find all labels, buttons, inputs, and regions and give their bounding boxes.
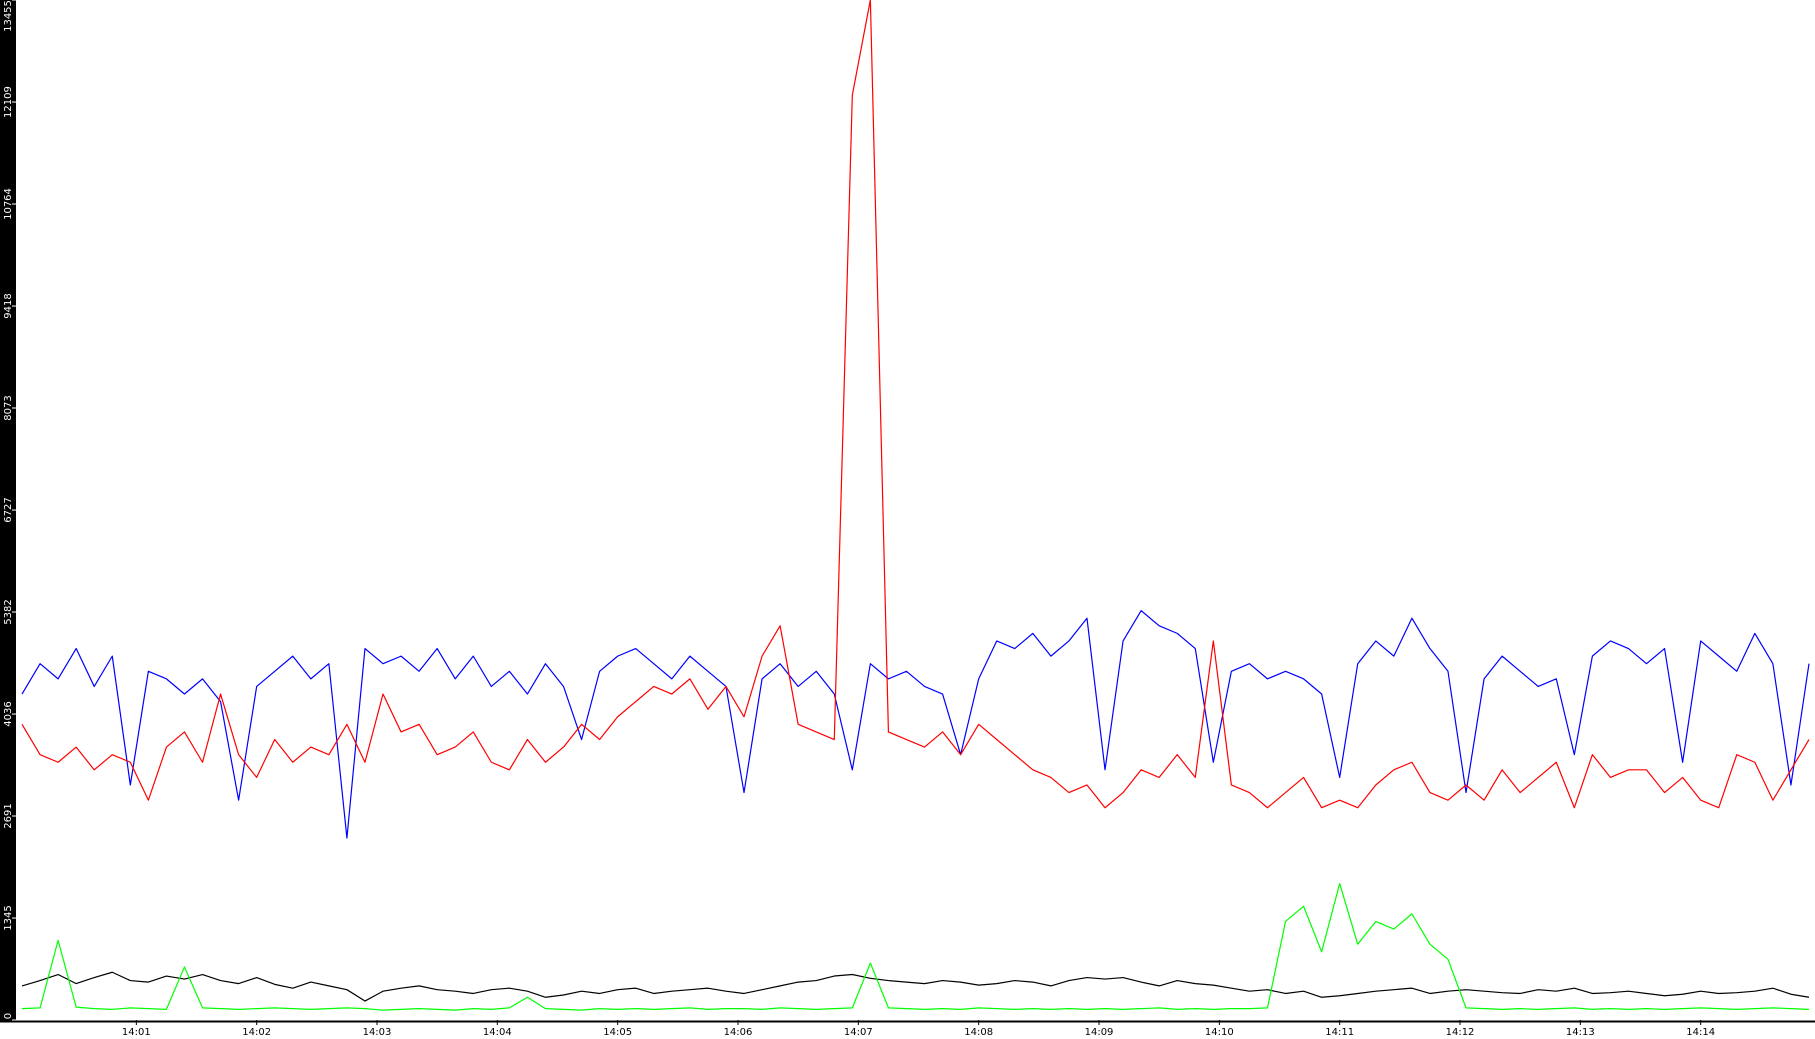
y-tick-label: 6727 (3, 497, 14, 522)
y-tick-label: 1345 (3, 905, 14, 930)
x-tick-label: 14:04 (483, 1027, 512, 1038)
x-tick-label: 14:12 (1446, 1027, 1475, 1038)
x-tick-label: 14:01 (122, 1027, 151, 1038)
y-tick-label: 12109 (3, 86, 14, 118)
x-tick-label: 14:02 (242, 1027, 271, 1038)
x-tick-label: 14:14 (1686, 1027, 1715, 1038)
axes: 0 1345 2691 4036 5382 6727 8073 9418 10764 12109 1… (3, 0, 1715, 1038)
plot-area (21, 0, 1810, 1011)
series-line (21, 971, 1810, 1002)
x-tick-label: 14:05 (603, 1027, 632, 1038)
y-tick-label: 4036 (3, 701, 14, 726)
x-tick-label: 14:08 (964, 1027, 993, 1038)
x-tick-label: 14:07 (844, 1027, 873, 1038)
series-line (21, 610, 1810, 839)
y-tick-label: 9418 (3, 293, 14, 318)
y-axis-strip (0, 0, 16, 1021)
y-tick-label: 13455 (3, 0, 14, 32)
x-tick-label: 14:09 (1085, 1027, 1114, 1038)
x-tick-label: 14:03 (363, 1027, 392, 1038)
x-tick-label: 14:13 (1566, 1027, 1595, 1038)
series-line (21, 0, 1810, 809)
y-tick-label: 10764 (3, 188, 14, 220)
x-tick-label: 14:06 (724, 1027, 753, 1038)
series-line (21, 882, 1810, 1011)
x-tick-label: 14:11 (1325, 1027, 1354, 1038)
y-tick-label: 2691 (3, 803, 14, 828)
y-tick-label: 5382 (3, 599, 14, 624)
y-tick-label: 0 (3, 1013, 14, 1019)
y-tick-label: 8073 (3, 395, 14, 420)
x-tick-label: 14:10 (1205, 1027, 1234, 1038)
